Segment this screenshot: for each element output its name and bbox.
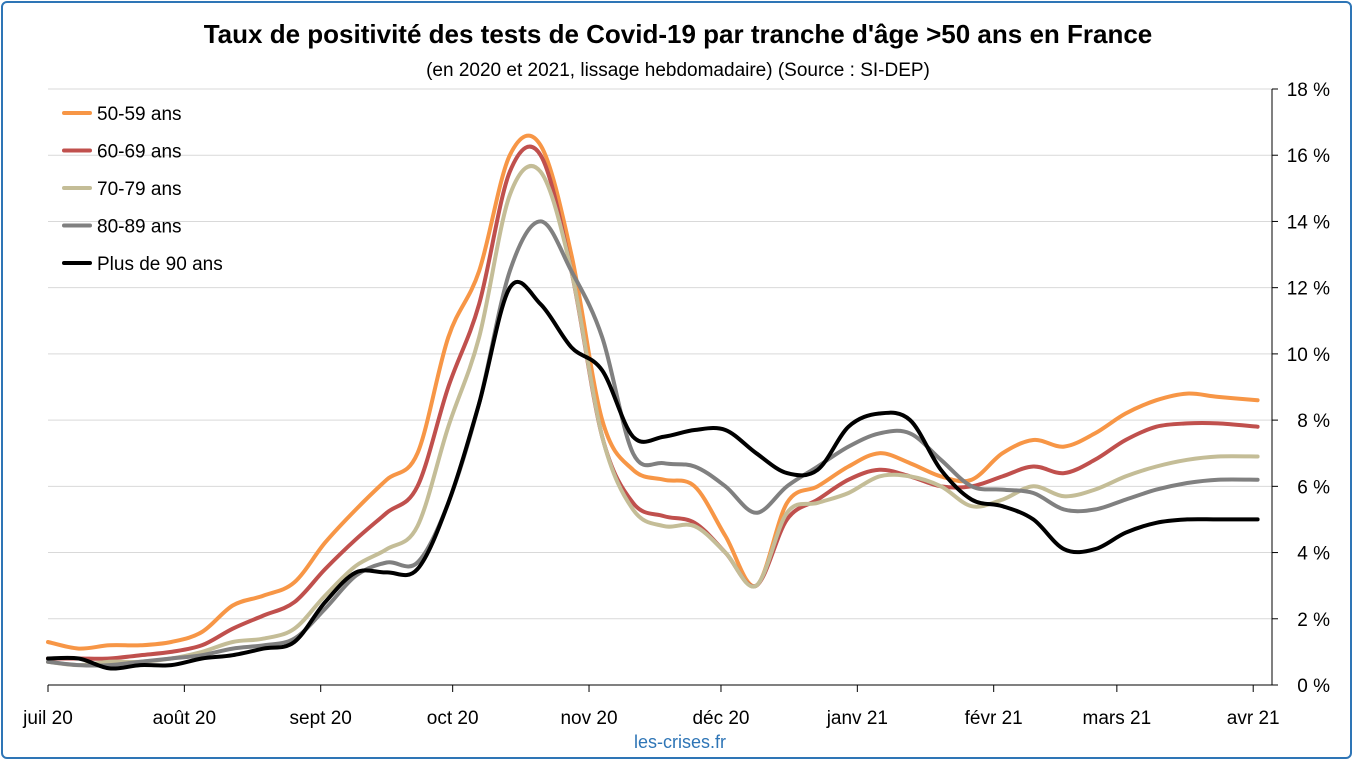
legend: 50-59 ans 60-69 ans 70-79 ans 80-89 ans Plus… [62,104,223,275]
y-tick-label: 2 % [1297,610,1330,631]
series-line-2 [46,164,1260,668]
axes [47,88,1278,692]
legend-label: 80-89 ans [97,217,182,238]
y-tick-label: 14 % [1287,212,1330,233]
tick-labels: 0 % 2 % 4 % 6 % 8 % 10 % 12 % 14 % 16 % 18 % juil … [22,80,1330,729]
x-tick-label: nov 20 [560,708,617,729]
x-tick-label: avr 21 [1227,708,1280,729]
x-tick-label: mars 21 [1083,708,1152,729]
y-tick-label: 12 % [1287,279,1330,300]
chart-title: Taux de positivité des tests de Covid-19… [204,19,1153,49]
series-line-1 [46,144,1260,661]
legend-label: 50-59 ans [97,104,182,125]
x-tick-label: juil 20 [22,708,73,729]
y-tick-label: 4 % [1297,544,1330,565]
y-tick-label: 6 % [1297,477,1330,498]
legend-label: Plus de 90 ans [97,254,223,275]
legend-label: 70-79 ans [97,179,182,200]
x-tick-label: sept 20 [290,708,352,729]
x-tick-label: août 20 [153,708,216,729]
series-line-0 [46,133,1260,651]
gridlines [48,88,1272,620]
x-tick-label: oct 20 [427,708,479,729]
y-tick-label: 10 % [1287,345,1330,366]
series-lines [46,133,1260,671]
y-tick-label: 16 % [1287,146,1330,167]
y-tick-label: 18 % [1287,80,1330,101]
series-line-3 [46,219,1260,668]
x-tick-label: janv 21 [826,708,888,729]
source-note: les-crises.fr [634,732,726,752]
x-tick-label: déc 20 [692,708,749,729]
y-tick-label: 8 % [1297,411,1330,432]
x-tick-label: févr 21 [965,708,1023,729]
chart-subtitle: (en 2020 et 2021, lissage hebdomadaire) … [426,60,930,81]
series-line-4 [46,279,1260,671]
legend-label: 60-69 ans [97,142,182,163]
y-tick-label: 0 % [1297,676,1330,697]
